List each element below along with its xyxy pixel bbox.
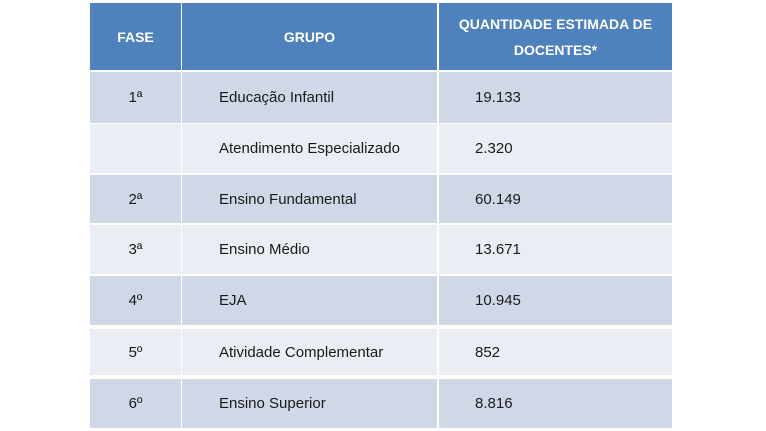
table-cell: 13.671: [439, 225, 672, 274]
table-cell: 2ª: [90, 175, 181, 223]
table-cell: 5º: [90, 329, 181, 375]
table-cell: 19.133: [439, 72, 672, 123]
table-cell: Ensino Fundamental: [182, 175, 437, 223]
table-cell: Ensino Médio: [182, 225, 437, 274]
table-cell: 2.320: [439, 124, 672, 173]
table-cell: 8.816: [439, 379, 672, 428]
table-cell: 3ª: [90, 225, 181, 274]
table-cell: EJA: [182, 276, 437, 325]
table-cell: 852: [439, 329, 672, 375]
table-cell: Atividade Complementar: [182, 329, 437, 375]
table-cell: Ensino Superior: [182, 379, 437, 428]
header-cell: FASE: [90, 3, 181, 70]
table-cell: 4º: [90, 276, 181, 325]
header-cell: GRUPO: [182, 3, 437, 70]
table-cell: Educação Infantil: [182, 72, 437, 123]
table-cell: 10.945: [439, 276, 672, 325]
table-cell: 1ª: [90, 72, 181, 123]
header-cell: QUANTIDADE ESTIMADA DE DOCENTES*: [439, 3, 672, 70]
table-cell: [90, 124, 181, 173]
table-cell: 60.149: [439, 175, 672, 223]
table-cell: 6º: [90, 379, 181, 428]
table-cell: Atendimento Especializado: [182, 124, 437, 173]
